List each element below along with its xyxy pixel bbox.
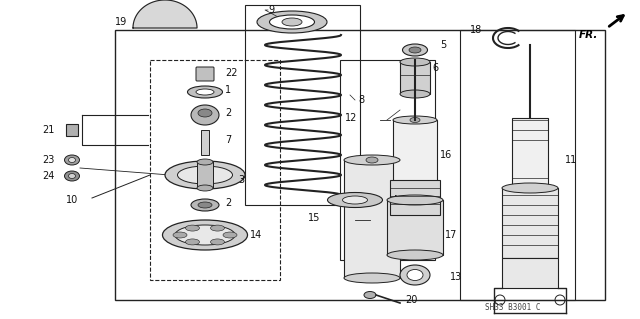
Bar <box>344 160 400 278</box>
Ellipse shape <box>502 183 558 193</box>
Ellipse shape <box>198 109 212 117</box>
Text: 12: 12 <box>345 113 357 123</box>
Text: 23: 23 <box>43 155 55 165</box>
Text: 13: 13 <box>450 272 462 282</box>
Ellipse shape <box>407 270 423 280</box>
Text: 1: 1 <box>225 85 231 95</box>
Bar <box>400 62 430 94</box>
Ellipse shape <box>387 195 443 205</box>
Bar <box>245 5 360 205</box>
Ellipse shape <box>165 161 245 189</box>
Text: 16: 16 <box>440 150 452 160</box>
Text: 11: 11 <box>565 155 577 165</box>
Text: 4: 4 <box>392 195 398 205</box>
Text: 19: 19 <box>115 17 127 27</box>
Text: 7: 7 <box>225 135 231 145</box>
Bar <box>201 130 209 155</box>
Text: 5: 5 <box>440 40 446 50</box>
Ellipse shape <box>269 15 314 29</box>
Ellipse shape <box>409 47 421 53</box>
Polygon shape <box>133 0 197 28</box>
Ellipse shape <box>223 232 237 238</box>
Ellipse shape <box>366 157 378 163</box>
Ellipse shape <box>175 225 235 245</box>
Ellipse shape <box>387 250 443 260</box>
Ellipse shape <box>197 159 213 165</box>
Bar <box>115 30 605 300</box>
Ellipse shape <box>400 265 430 285</box>
Text: 10: 10 <box>66 195 78 205</box>
Ellipse shape <box>186 239 200 245</box>
Text: 17: 17 <box>445 230 458 240</box>
Ellipse shape <box>364 292 376 299</box>
Ellipse shape <box>65 155 79 165</box>
Ellipse shape <box>173 232 187 238</box>
Bar <box>393 120 437 200</box>
Ellipse shape <box>403 44 428 56</box>
Text: 18: 18 <box>470 25 482 35</box>
Ellipse shape <box>393 116 437 124</box>
FancyBboxPatch shape <box>196 67 214 81</box>
Bar <box>387 200 443 255</box>
Bar <box>512 118 548 188</box>
Ellipse shape <box>344 155 400 165</box>
Text: SH33 B3001 C: SH33 B3001 C <box>485 303 541 313</box>
Ellipse shape <box>186 225 200 231</box>
Text: 15: 15 <box>308 213 320 223</box>
Ellipse shape <box>328 192 383 207</box>
Text: 2: 2 <box>225 108 231 118</box>
Ellipse shape <box>198 202 212 208</box>
Ellipse shape <box>188 86 223 98</box>
Ellipse shape <box>68 174 76 179</box>
Ellipse shape <box>410 117 420 122</box>
Ellipse shape <box>191 199 219 211</box>
Ellipse shape <box>196 89 214 95</box>
Text: 8: 8 <box>358 95 364 105</box>
Ellipse shape <box>211 239 225 245</box>
Ellipse shape <box>344 273 400 283</box>
Bar <box>197 162 213 188</box>
Bar <box>340 60 435 260</box>
Bar <box>150 60 280 280</box>
Bar <box>502 188 558 258</box>
Ellipse shape <box>191 105 219 125</box>
Bar <box>66 124 78 136</box>
Ellipse shape <box>68 158 76 162</box>
Ellipse shape <box>342 196 367 204</box>
Bar <box>390 180 440 215</box>
Ellipse shape <box>400 90 430 98</box>
Text: 9: 9 <box>268 5 274 15</box>
Ellipse shape <box>177 166 232 184</box>
Ellipse shape <box>400 58 430 66</box>
Text: 3: 3 <box>238 175 244 185</box>
Text: FR.: FR. <box>579 30 598 40</box>
Text: 22: 22 <box>225 68 237 78</box>
Ellipse shape <box>211 225 225 231</box>
Text: 20: 20 <box>405 295 417 305</box>
Text: 21: 21 <box>43 125 55 135</box>
Bar <box>460 30 575 300</box>
Ellipse shape <box>257 11 327 33</box>
Ellipse shape <box>163 220 248 250</box>
Ellipse shape <box>197 185 213 191</box>
Text: 24: 24 <box>43 171 55 181</box>
Bar <box>502 258 558 288</box>
Text: 6: 6 <box>432 63 438 73</box>
Text: 2: 2 <box>225 198 231 208</box>
Ellipse shape <box>65 171 79 181</box>
Text: 14: 14 <box>250 230 262 240</box>
Ellipse shape <box>282 18 302 26</box>
